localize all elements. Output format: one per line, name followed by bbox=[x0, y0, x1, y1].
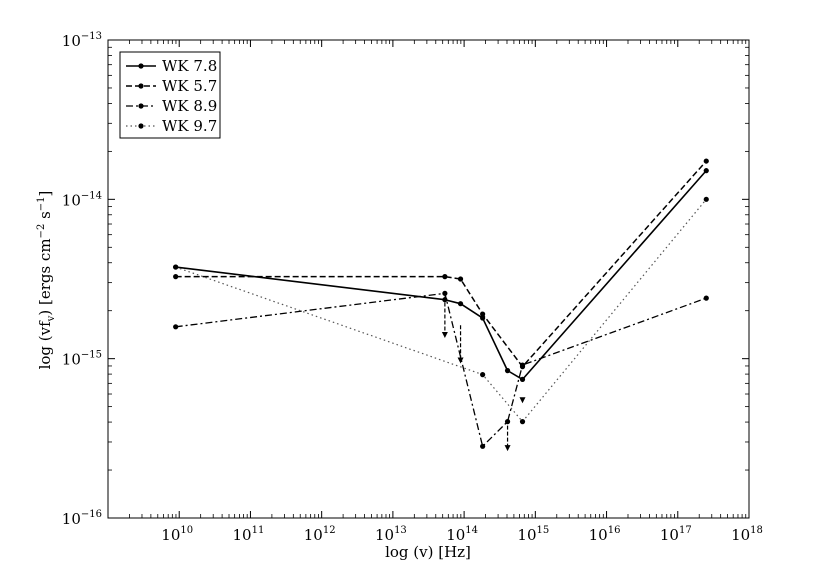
y-tick-label: 10−16 bbox=[62, 509, 102, 528]
data-point bbox=[519, 419, 526, 425]
legend-marker bbox=[138, 83, 144, 89]
data-point bbox=[457, 276, 464, 282]
data-point bbox=[480, 443, 486, 449]
data-point bbox=[703, 295, 709, 301]
y-label-mid2: s bbox=[36, 211, 54, 223]
ticks bbox=[107, 39, 750, 519]
arrow-head bbox=[441, 331, 448, 338]
y-label-end: ] bbox=[36, 191, 54, 197]
arrow-head bbox=[457, 357, 464, 364]
x-tick-label: 1016 bbox=[589, 525, 621, 544]
tick-labels: 1010 1011 1012 1013 1014 1015 1016 1017 1018 10−1… bbox=[62, 31, 763, 544]
data-point bbox=[442, 274, 448, 280]
series-layer bbox=[173, 158, 709, 452]
data-point bbox=[703, 168, 709, 174]
y-tick-label: 10−15 bbox=[62, 350, 102, 369]
x-tick-label: 1010 bbox=[161, 525, 193, 544]
x-axis-label: log (v) [Hz] bbox=[385, 543, 471, 561]
legend: WK 7.8 WK 5.7 WK 8.9 WK 9.7 bbox=[119, 51, 221, 139]
x-tick-label: 1014 bbox=[446, 525, 478, 544]
data-point bbox=[173, 264, 179, 270]
legend-marker bbox=[138, 63, 144, 69]
x-tick-label: 1018 bbox=[731, 525, 763, 544]
data-point bbox=[703, 158, 709, 164]
legend-marker bbox=[138, 123, 144, 129]
legend-marker bbox=[138, 103, 144, 109]
series-wk-5-7 bbox=[173, 158, 709, 404]
data-point bbox=[519, 376, 526, 382]
x-tick-label: 1012 bbox=[304, 525, 336, 544]
legend-label: WK 7.8 bbox=[162, 57, 217, 75]
series-line bbox=[175, 292, 707, 447]
y-label-main: log (vf bbox=[36, 320, 54, 370]
y-label-mid: ) [ergs cm bbox=[36, 238, 54, 315]
y-tick-label: 10−13 bbox=[62, 31, 102, 50]
legend-label: WK 9.7 bbox=[162, 117, 217, 135]
y-axis-label: log (vfv) [ergs cm−2 s−1] bbox=[36, 191, 57, 370]
x-tick-label: 1011 bbox=[233, 525, 265, 544]
x-tick-label: 1015 bbox=[517, 525, 549, 544]
legend-label: WK 8.9 bbox=[162, 97, 217, 115]
data-point bbox=[703, 196, 709, 202]
data-point bbox=[457, 301, 464, 307]
legend-label: WK 5.7 bbox=[162, 77, 217, 95]
data-point bbox=[480, 311, 486, 317]
data-point bbox=[504, 419, 511, 425]
data-point bbox=[504, 368, 511, 374]
series-wk-9-7 bbox=[173, 196, 709, 425]
data-point bbox=[519, 362, 526, 368]
series-wk-8-9 bbox=[173, 290, 709, 452]
x-tick-label: 1017 bbox=[660, 525, 692, 544]
arrow-head bbox=[504, 445, 511, 452]
data-point bbox=[480, 372, 486, 378]
y-label-sub: v bbox=[46, 315, 57, 322]
series-line bbox=[175, 198, 707, 423]
y-tick-label: 10−14 bbox=[62, 190, 102, 209]
data-point bbox=[442, 290, 448, 296]
y-label-sup1: −2 bbox=[36, 224, 47, 239]
data-point bbox=[173, 274, 179, 280]
y-label-sup2: −1 bbox=[36, 196, 47, 211]
x-tick-label: 1013 bbox=[375, 525, 407, 544]
data-point bbox=[173, 324, 179, 330]
arrow-head bbox=[519, 397, 526, 404]
